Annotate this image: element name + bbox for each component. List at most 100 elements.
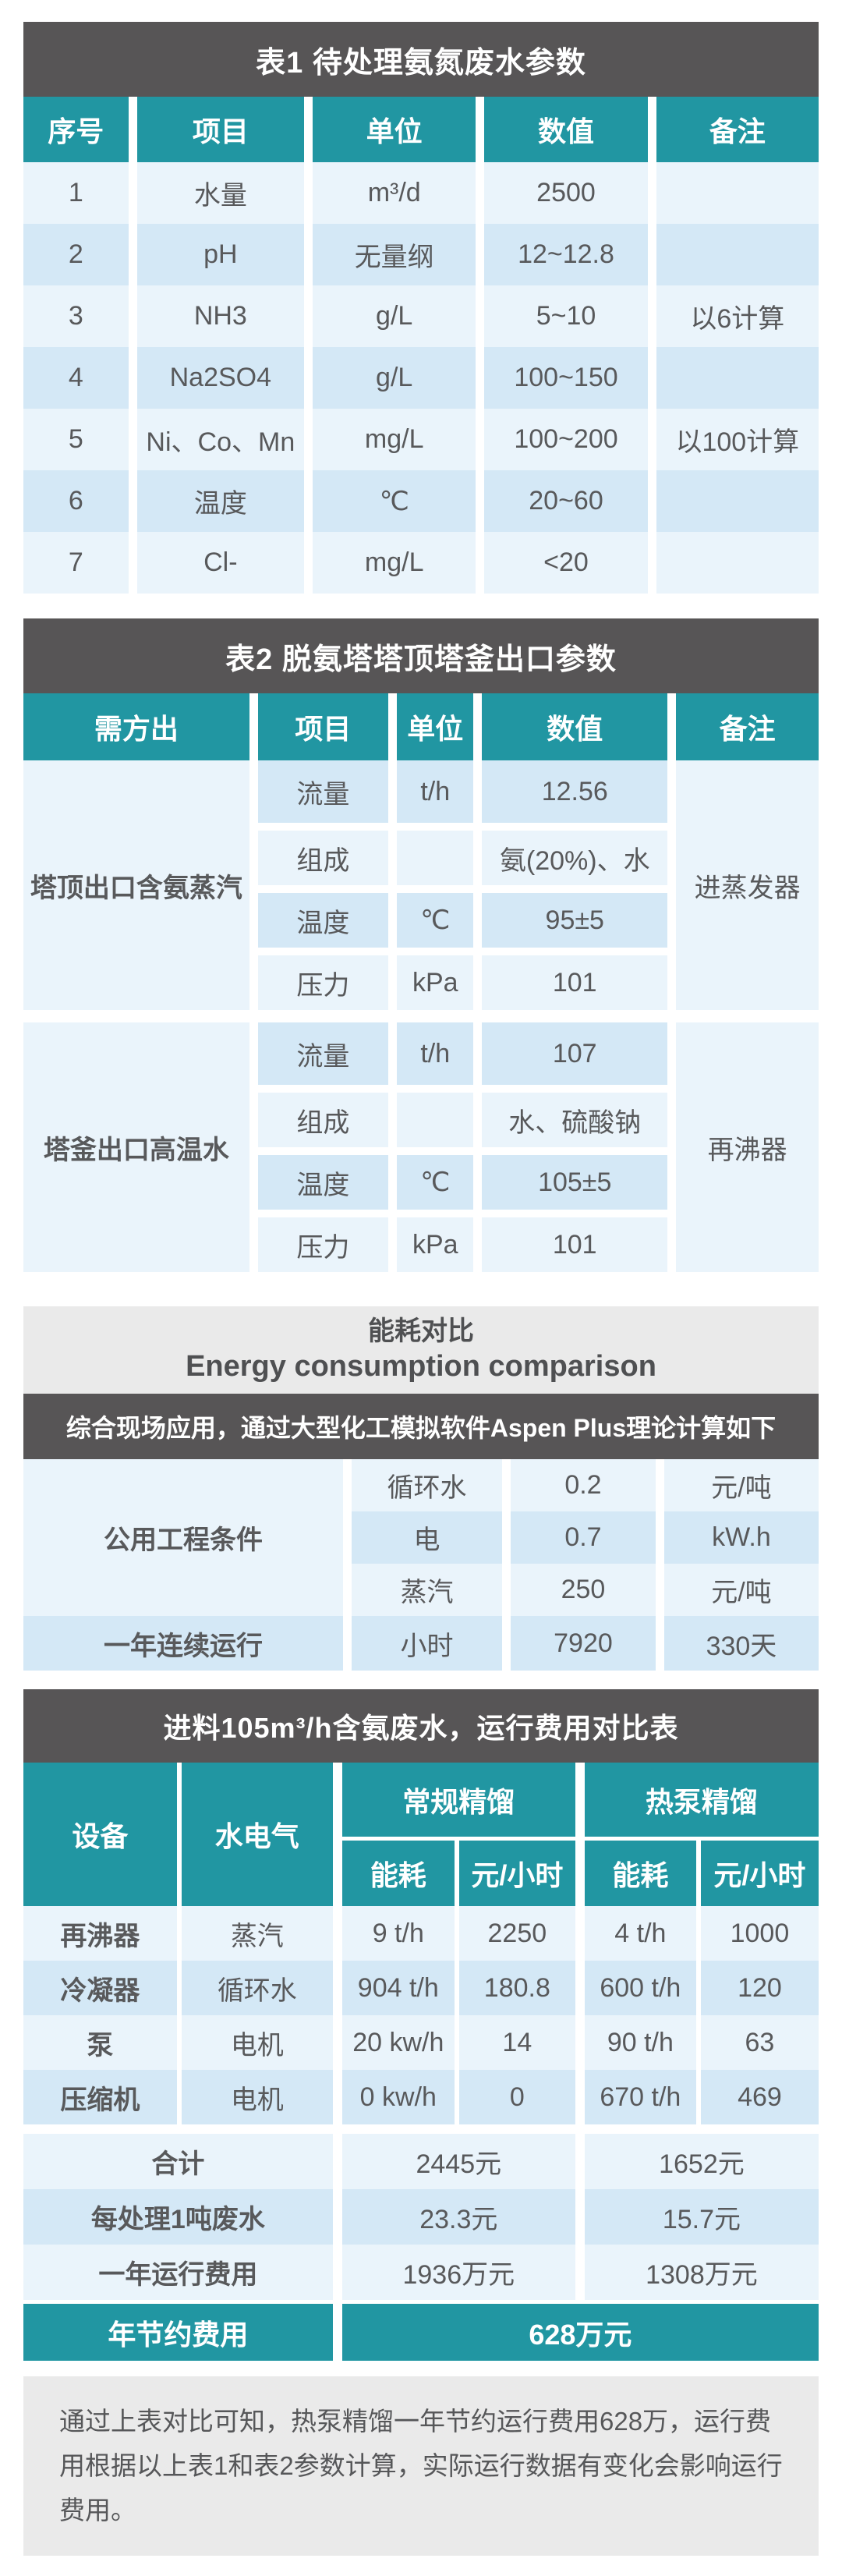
- cell: 冷凝器: [23, 1961, 177, 2015]
- cell: 90 t/h: [575, 2015, 696, 2070]
- table4-header-row-1: 设备 水电气 常规精馏 热泵精馏: [23, 1763, 819, 1906]
- table2: 需方出 项目 单位 数值 备注 塔顶出口含氨蒸汽 流量 t/h 12.56 进蒸…: [23, 693, 819, 1272]
- cell: Ni、Co、Mn: [128, 409, 305, 470]
- cell: 330天: [655, 1616, 819, 1671]
- cell: ℃: [304, 470, 476, 532]
- row-spacer: [23, 1010, 819, 1022]
- cell: 水量: [128, 162, 305, 224]
- cell: 1: [23, 162, 129, 224]
- table-row: 4 Na2SO4 g/L 100~150: [23, 347, 819, 409]
- cell: 流量: [249, 760, 389, 823]
- table3-section: 能耗对比 Energy consumption comparison 综合现场应…: [23, 1306, 819, 1671]
- table-row: 一年连续运行 小时 7920 330天: [23, 1616, 819, 1671]
- table1-col-value: 数值: [476, 97, 648, 162]
- cell: 101: [473, 1210, 668, 1272]
- table2-title: 表2 脱氨塔塔顶塔釜出口参数: [23, 618, 819, 693]
- table4: 设备 水电气 常规精馏 热泵精馏 能耗 元/小时 能耗 元/小时 再沸器 蒸汽 …: [23, 1763, 819, 2361]
- cell: 水、硫酸钠: [473, 1085, 668, 1147]
- table4-sub-cost-2: 元/小时: [695, 1841, 819, 1906]
- table1-title: 表1 待处理氨氮废水参数: [23, 22, 819, 97]
- table-row: 5 Ni、Co、Mn mg/L 100~200 以100计算: [23, 409, 819, 470]
- cell: 670 t/h: [575, 2070, 696, 2124]
- cell: 2250: [454, 1906, 575, 1961]
- cell: 23.3元: [332, 2189, 575, 2245]
- cell: kPa: [388, 948, 474, 1010]
- cell: m³/d: [304, 162, 476, 224]
- cell: 105±5: [473, 1147, 668, 1210]
- cell: 20~60: [476, 470, 648, 532]
- cell: ℃: [388, 885, 474, 948]
- cell: 250: [502, 1564, 656, 1616]
- cell: 5~10: [476, 285, 648, 347]
- cell: 7: [23, 532, 129, 594]
- cell: 电机: [176, 2015, 333, 2070]
- cell: 5: [23, 409, 129, 470]
- cell: ℃: [388, 1147, 474, 1210]
- cell: 12~12.8: [476, 224, 648, 285]
- cell: 180.8: [454, 1961, 575, 2015]
- cell: [647, 162, 819, 224]
- cell: 12.56: [473, 760, 668, 823]
- cell: [647, 347, 819, 409]
- table3: 公用工程条件 循环水 0.2 元/吨 电 0.7 kW.h 蒸汽 250 元/吨…: [23, 1459, 819, 1671]
- cell: 压缩机: [23, 2070, 177, 2124]
- cell: 组成: [249, 823, 389, 885]
- cell: [647, 470, 819, 532]
- footnote: 通过上表对比可知，热泵精馏一年节约运行费用628万，运行费用根据以上表1和表2参…: [23, 2376, 819, 2557]
- table-row: 电 0.7 kW.h: [23, 1511, 819, 1564]
- table-row: 再沸器 蒸汽 9 t/h 2250 4 t/h 1000: [23, 1906, 819, 1961]
- table-row: 压力 kPa 101: [23, 1210, 819, 1272]
- cell: 泵: [23, 2015, 177, 2070]
- cell: 以6计算: [647, 285, 819, 347]
- cell: 再沸器: [23, 1906, 177, 1961]
- table1-col-item: 项目: [128, 97, 305, 162]
- cell: 小时: [343, 1616, 503, 1671]
- cell: 63: [695, 2015, 819, 2070]
- cell: 95±5: [473, 885, 668, 948]
- cell: 循环水: [176, 1961, 333, 2015]
- cell: 无量纲: [304, 224, 476, 285]
- cell: 电: [343, 1511, 503, 1564]
- cell: 9 t/h: [332, 1906, 455, 1961]
- cell: 温度: [128, 470, 305, 532]
- table4-sub-energy-2: 能耗: [575, 1841, 696, 1906]
- table-row: 公用工程条件 循环水 0.2 元/吨: [23, 1459, 819, 1616]
- table4-header-row-2: 能耗 元/小时 能耗 元/小时: [23, 1841, 819, 1906]
- cell: mg/L: [304, 532, 476, 594]
- table-row: 组成 水、硫酸钠: [23, 1085, 819, 1147]
- cell: kPa: [388, 1210, 474, 1272]
- cell: 压力: [249, 948, 389, 1010]
- table3-title-zh: 能耗对比: [368, 1316, 474, 1346]
- table4-sub-energy-1: 能耗: [332, 1841, 455, 1906]
- cell: [388, 823, 474, 885]
- savings-label: 年节约费用: [23, 2304, 333, 2361]
- group-label: 公用工程条件: [23, 1459, 344, 1616]
- table4-section: 进料105m³/h含氨废水，运行费用对比表 设备 水电气 常规精馏 热泵精馏 能…: [23, 1689, 819, 2361]
- cell: 以100计算: [647, 409, 819, 470]
- table1: 序号 项目 单位 数值 备注 1 水量 m³/d 2500 2 pH: [23, 97, 819, 594]
- cell: 6: [23, 470, 129, 532]
- table4-title: 进料105m³/h含氨废水，运行费用对比表: [23, 1689, 819, 1763]
- cell: 0.7: [502, 1511, 656, 1564]
- table-row: 一年运行费用 1936万元 1308万元: [23, 2245, 819, 2300]
- table1-section: 表1 待处理氨氮废水参数 序号 项目 单位 数值 备注 1 水量 m³: [23, 22, 819, 594]
- cell: 14: [454, 2015, 575, 2070]
- cell: NH3: [128, 285, 305, 347]
- cell: 压力: [249, 1210, 389, 1272]
- table4-col-device: 设备: [23, 1763, 177, 1906]
- cell: 107: [473, 1022, 668, 1085]
- summary-label: 一年运行费用: [23, 2245, 333, 2300]
- cell: 3: [23, 285, 129, 347]
- cell: 600 t/h: [575, 1961, 696, 2015]
- row-spacer: [23, 2124, 819, 2134]
- table2-col-item: 项目: [249, 693, 389, 760]
- cell: 温度: [249, 885, 389, 948]
- cell: 904 t/h: [332, 1961, 455, 2015]
- table4-group-heatpump: 热泵精馏: [575, 1763, 819, 1841]
- table-row: 压缩机 电机 0 kw/h 0 670 t/h 469: [23, 2070, 819, 2124]
- table-row: 压力 kPa 101: [23, 948, 819, 1010]
- cell: Cl-: [128, 532, 305, 594]
- table-row: 合计 2445元 1652元: [23, 2134, 819, 2189]
- cell: g/L: [304, 285, 476, 347]
- cell: 2500: [476, 162, 648, 224]
